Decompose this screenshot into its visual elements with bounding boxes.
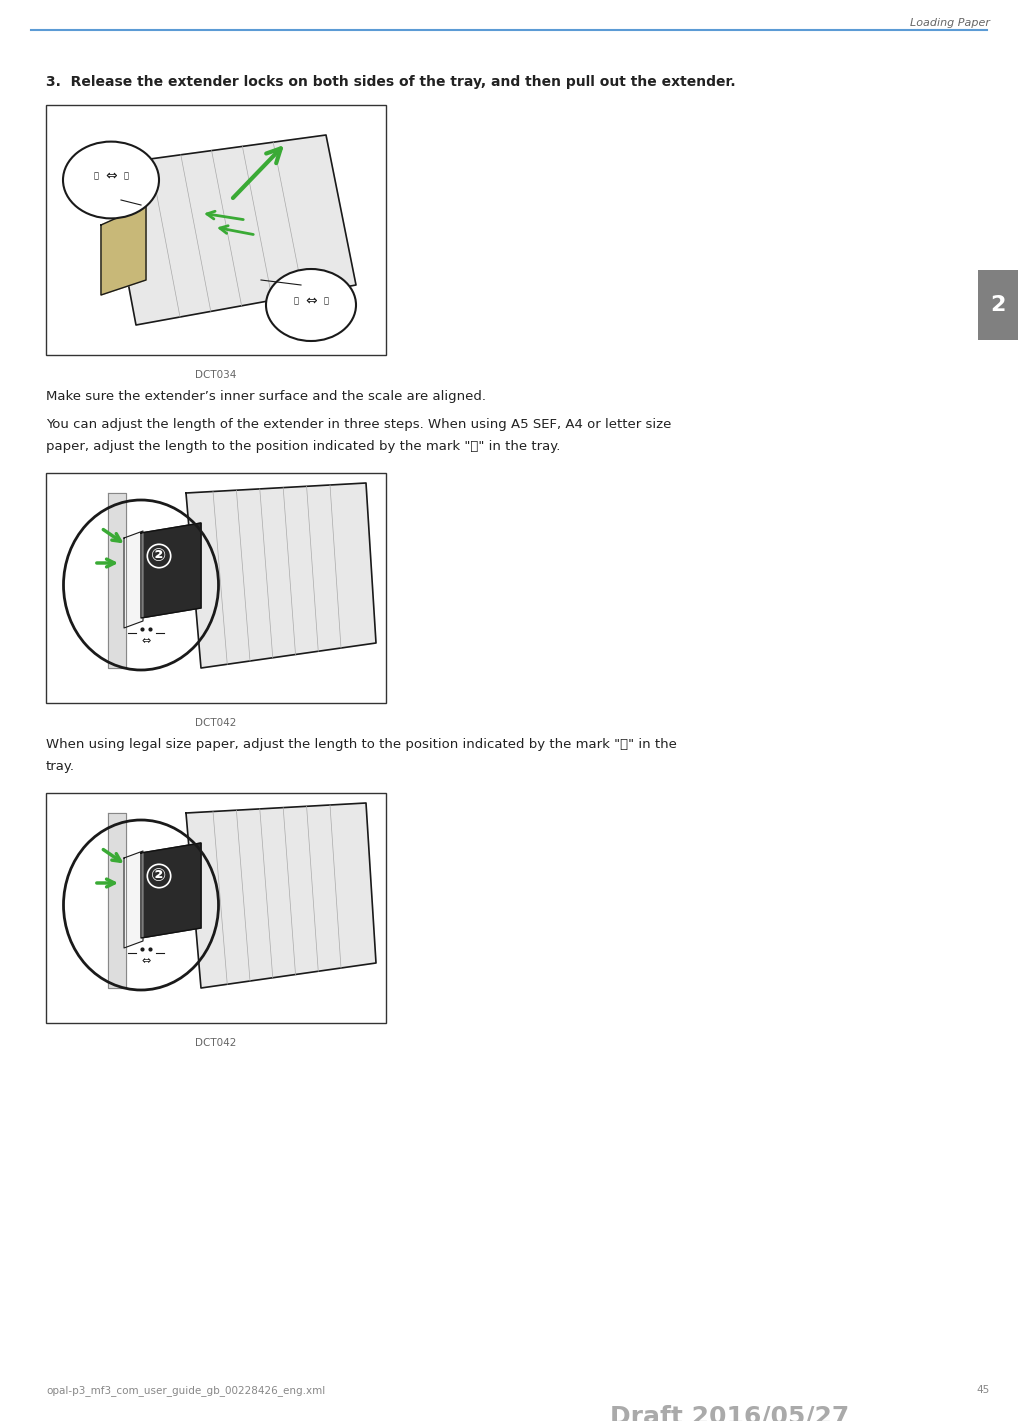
Text: DCT042: DCT042 bbox=[195, 1037, 237, 1049]
Text: ②: ② bbox=[152, 867, 167, 885]
Text: opal-p3_mf3_com_user_guide_gb_00228426_eng.xml: opal-p3_mf3_com_user_guide_gb_00228426_e… bbox=[46, 1385, 325, 1395]
Text: ②: ② bbox=[152, 547, 167, 566]
Ellipse shape bbox=[266, 269, 356, 341]
Text: paper, adjust the length to the position indicated by the mark "Ⓐ" in the tray.: paper, adjust the length to the position… bbox=[46, 441, 560, 453]
Text: DCT042: DCT042 bbox=[195, 718, 237, 728]
Polygon shape bbox=[142, 843, 201, 938]
Text: DCT034: DCT034 bbox=[195, 369, 237, 379]
Text: ⇔: ⇔ bbox=[305, 294, 317, 308]
Text: ⇔: ⇔ bbox=[142, 956, 151, 966]
Bar bbox=[46, 105, 386, 355]
Bar bbox=[978, 270, 1018, 340]
Text: 45: 45 bbox=[976, 1385, 989, 1395]
Text: 🔒: 🔒 bbox=[293, 297, 298, 306]
Text: 🔒: 🔒 bbox=[123, 172, 128, 180]
Polygon shape bbox=[101, 205, 146, 296]
Text: Loading Paper: Loading Paper bbox=[910, 18, 989, 28]
Text: You can adjust the length of the extender in three steps. When using A5 SEF, A4 : You can adjust the length of the extende… bbox=[46, 418, 672, 431]
Polygon shape bbox=[108, 813, 126, 988]
Text: 3.  Release the extender locks on both sides of the tray, and then pull out the : 3. Release the extender locks on both si… bbox=[46, 75, 736, 90]
Polygon shape bbox=[124, 851, 143, 948]
Text: Make sure the extender’s inner surface and the scale are aligned.: Make sure the extender’s inner surface a… bbox=[46, 389, 486, 404]
Text: 🔒: 🔒 bbox=[324, 297, 329, 306]
Ellipse shape bbox=[63, 142, 159, 219]
Text: When using legal size paper, adjust the length to the position indicated by the : When using legal size paper, adjust the … bbox=[46, 737, 677, 752]
Text: 2: 2 bbox=[991, 296, 1006, 315]
Text: ⇔: ⇔ bbox=[142, 637, 151, 647]
Text: 🔒: 🔒 bbox=[94, 172, 99, 180]
Text: Draft 2016/05/27: Draft 2016/05/27 bbox=[611, 1405, 850, 1421]
Text: ⇔: ⇔ bbox=[105, 169, 117, 183]
Bar bbox=[46, 473, 386, 703]
Polygon shape bbox=[186, 803, 376, 988]
Polygon shape bbox=[106, 135, 356, 325]
Bar bbox=[46, 793, 386, 1023]
Polygon shape bbox=[108, 493, 126, 668]
Polygon shape bbox=[186, 483, 376, 668]
Text: tray.: tray. bbox=[46, 760, 75, 773]
Polygon shape bbox=[124, 531, 143, 628]
Polygon shape bbox=[142, 523, 201, 618]
